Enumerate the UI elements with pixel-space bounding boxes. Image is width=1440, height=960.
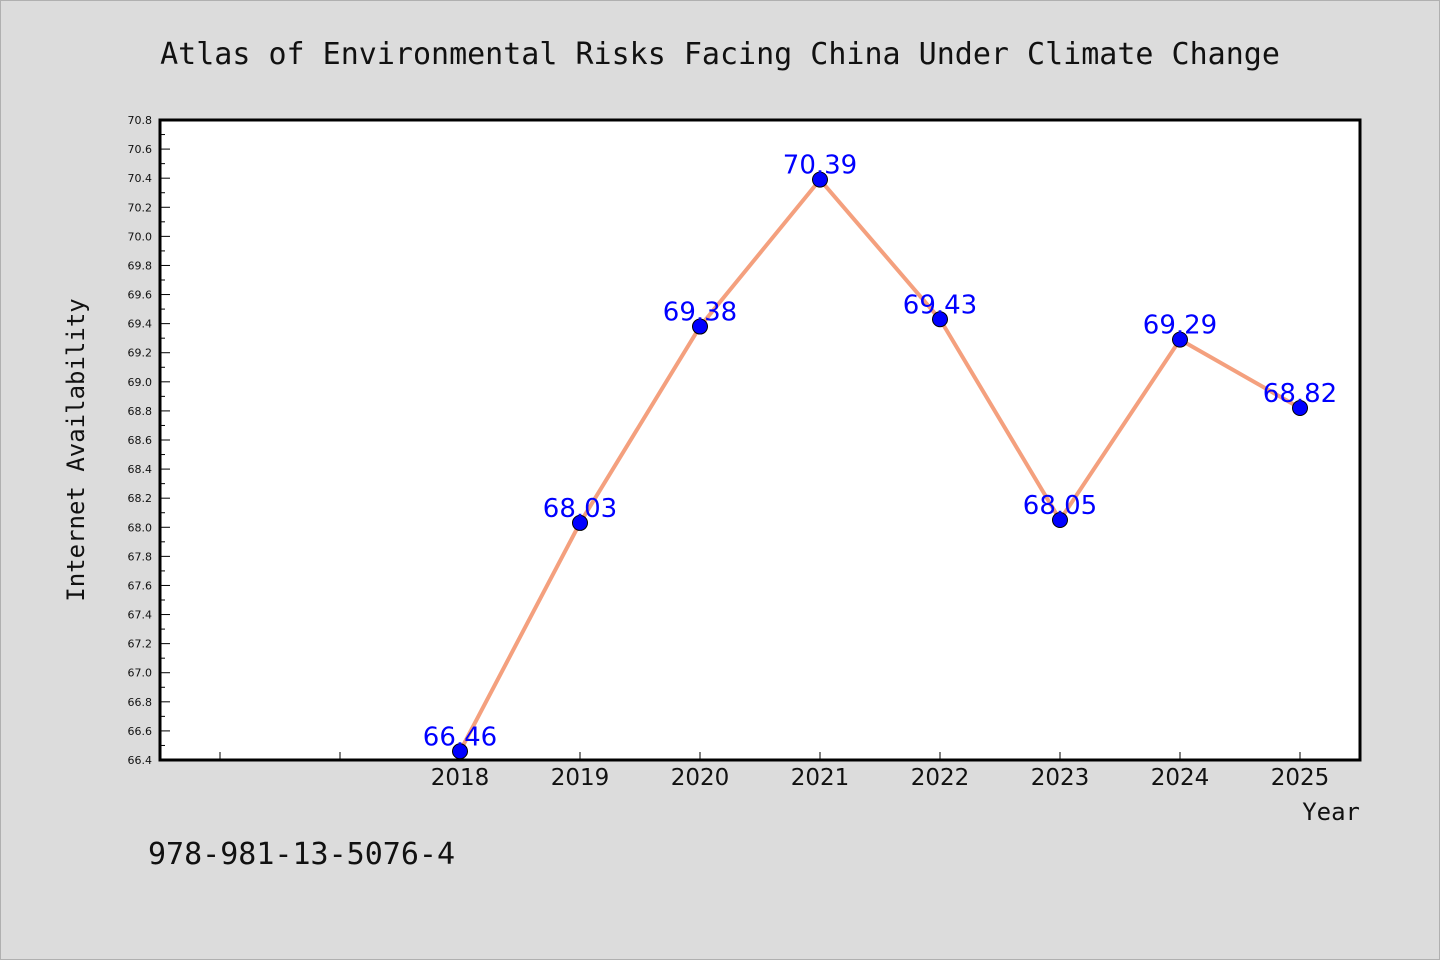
y-axis-ticks: 66.4 66.6 66.8 67.0 67.2 67.4 67.6 67.8 68.0 68.2… [128,114,170,767]
y-tick-label: 66.6 [128,725,153,738]
y-tick-label: 69.4 [128,318,153,331]
data-label: 69.43 [903,290,977,320]
y-tick-label: 68.8 [128,405,153,418]
data-label: 66.46 [423,722,497,752]
data-point [812,171,828,188]
y-tick-label: 67.4 [128,609,153,622]
x-tick-label: 2022 [911,765,970,791]
data-point [572,514,588,531]
chart-title: Atlas of Environmental Risks Facing Chin… [160,37,1280,72]
x-axis-label: Year [1302,798,1360,826]
data-point [692,318,708,335]
data-point [932,311,948,328]
y-tick-label: 70.2 [128,201,153,214]
y-tick-label: 70.6 [128,143,153,156]
y-tick-label: 69.2 [128,347,153,360]
y-tick-label: 66.4 [128,754,153,767]
plot-area [158,118,1362,762]
data-point [1052,512,1068,528]
y-tick-label: 68.4 [128,463,153,476]
data-labels: 66.46 68.03 69.38 70.39 69.43 68.05 69.29 68.82 [423,151,1337,753]
data-label: 70.39 [783,151,857,181]
y-tick-label: 70.8 [128,114,153,127]
data-point [1292,400,1308,416]
data-point [1172,331,1188,348]
y-tick-label: 67.0 [128,667,153,680]
x-tick-label: 2024 [1151,765,1210,791]
y-tick-label: 67.2 [128,638,153,651]
y-tick-label: 67.6 [128,579,153,592]
y-tick-label: 70.0 [128,230,153,243]
isbn-footer: 978-981-13-5076-4 [148,837,455,872]
x-tick-label: 2018 [431,765,490,791]
series-line [458,177,1301,753]
y-tick-label: 69.8 [128,259,153,272]
data-label: 69.38 [663,298,737,328]
data-label: 69.29 [1143,311,1217,341]
x-tick-label: 2020 [671,765,730,791]
data-point [452,743,468,760]
x-axis-ticks: 2018 2019 2020 2021 2022 2023 2024 2025 [219,752,1330,791]
y-tick-label: 70.4 [128,172,153,185]
y-tick-label: 67.8 [128,550,153,563]
y-tick-label: 68.2 [128,492,153,505]
x-tick-label: 2023 [1031,765,1090,791]
y-tick-label: 69.0 [128,376,153,389]
series-markers [452,171,1308,760]
y-tick-label: 66.8 [128,696,153,709]
data-label: 68.82 [1263,379,1337,409]
y-tick-label: 68.6 [128,434,153,447]
y-tick-label: 69.6 [128,289,153,302]
data-label: 68.05 [1023,491,1097,521]
data-label: 68.03 [543,494,617,524]
x-tick-label: 2025 [1271,765,1330,791]
x-tick-label: 2019 [551,765,610,791]
y-tick-label: 68.0 [128,521,153,534]
y-axis-label: Internet Availability [62,298,90,601]
x-tick-label: 2021 [791,765,850,791]
